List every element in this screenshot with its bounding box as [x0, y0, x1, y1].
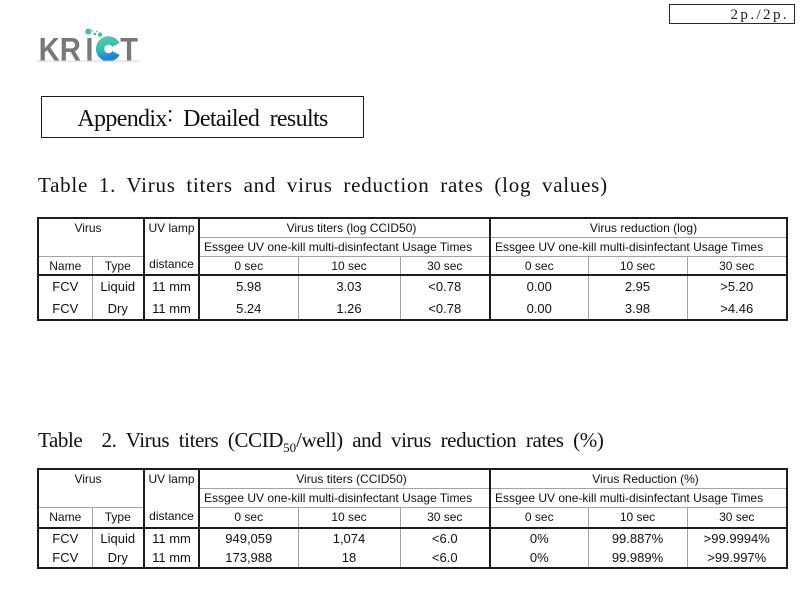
- svg-text:T: T: [120, 31, 138, 64]
- svg-text:KR: KR: [39, 31, 81, 64]
- svg-text:I: I: [85, 31, 93, 64]
